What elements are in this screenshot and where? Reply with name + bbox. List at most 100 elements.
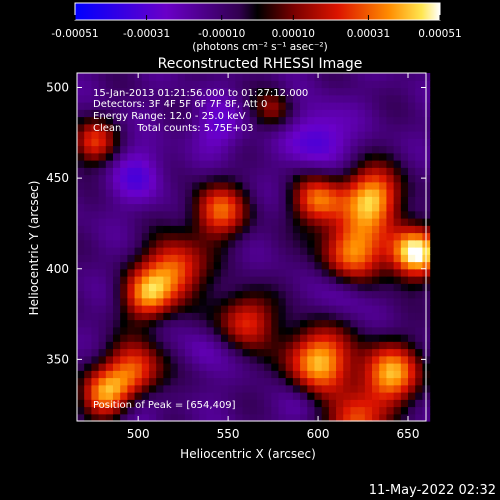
heatmap-cell [321, 247, 330, 255]
heatmap-cell [321, 167, 330, 176]
heatmap-cell [91, 80, 100, 89]
heatmap-cell [379, 399, 388, 408]
heatmap-cell [328, 312, 337, 321]
heatmap-cell [77, 152, 85, 161]
heatmap-cell [120, 196, 128, 205]
heatmap-cell [213, 312, 222, 321]
heatmap-cell [199, 363, 208, 371]
heatmap-cell [199, 232, 208, 241]
heatmap-cell [91, 297, 100, 306]
heatmap-cell [228, 363, 236, 371]
heatmap-cell [343, 355, 352, 364]
heatmap-cell [105, 247, 114, 255]
heatmap-cell [249, 218, 258, 226]
heatmap-cell [192, 268, 200, 277]
heatmap-cell [170, 80, 179, 89]
heatmap-cell [112, 145, 121, 154]
heatmap-cell [256, 218, 265, 226]
heatmap-cell [77, 210, 85, 219]
heatmap-cell [148, 384, 157, 393]
heatmap-cell [213, 160, 222, 168]
heatmap-cell [336, 218, 344, 226]
heatmap-cell [393, 225, 402, 234]
heatmap-cell [321, 225, 330, 234]
heatmap-cell [343, 174, 352, 183]
heatmap-cell [127, 384, 136, 393]
heatmap-cell [192, 239, 200, 248]
heatmap-cell [242, 399, 251, 408]
heatmap-cell [192, 392, 200, 400]
heatmap-cell [278, 392, 287, 400]
heatmap-cell [156, 196, 164, 205]
heatmap-cell [163, 348, 172, 357]
heatmap-cell [213, 109, 222, 118]
heatmap-cell [105, 87, 114, 96]
heatmap-cell [134, 189, 143, 197]
heatmap-cell [264, 232, 272, 241]
heatmap-cell [235, 210, 244, 219]
heatmap-cell [379, 152, 388, 161]
heatmap-cell [213, 73, 222, 81]
heatmap-cell [242, 363, 251, 371]
heatmap-cell [235, 123, 244, 132]
heatmap-cell [336, 384, 344, 393]
heatmap-cell [343, 399, 352, 408]
heatmap-cell [357, 73, 366, 81]
heatmap-cell [84, 297, 92, 306]
heatmap-cell [242, 254, 251, 263]
heatmap-cell [314, 276, 323, 284]
heatmap-cell [408, 334, 416, 342]
heatmap-cell [141, 225, 150, 234]
heatmap-cell [379, 348, 388, 357]
heatmap-cell [264, 181, 272, 190]
heatmap-cell [141, 160, 150, 168]
heatmap-cell [285, 384, 294, 393]
heatmap-cell [328, 109, 337, 118]
heatmap-cell [300, 232, 308, 241]
heatmap-cell [364, 370, 373, 379]
heatmap-cell [170, 261, 179, 270]
heatmap-cell [134, 123, 143, 132]
heatmap-cell [148, 131, 157, 139]
heatmap-cell [292, 392, 301, 400]
heatmap-cell [213, 297, 222, 306]
heatmap-cell [350, 232, 359, 241]
heatmap-cell [307, 239, 316, 248]
heatmap-cell [184, 196, 193, 205]
heatmap-cell [386, 254, 395, 263]
heatmap-cell [321, 80, 330, 89]
heatmap-cell [321, 131, 330, 139]
heatmap-cell [148, 189, 157, 197]
heatmap-cell [98, 341, 107, 350]
heatmap-cell [400, 413, 409, 422]
heatmap-cell [379, 377, 388, 386]
heatmap-cell [84, 160, 92, 168]
heatmap-cell [242, 145, 251, 154]
heatmap-cell [357, 232, 366, 241]
heatmap-cell [192, 203, 200, 212]
heatmap-cell [278, 384, 287, 393]
heatmap-cell [292, 334, 301, 342]
heatmap-cell [84, 341, 92, 350]
heatmap-cell [328, 225, 337, 234]
heatmap-cell [163, 384, 172, 393]
heatmap-cell [199, 283, 208, 292]
heatmap-cell [408, 225, 416, 234]
heatmap-cell [199, 225, 208, 234]
heatmap-cell [77, 370, 85, 379]
heatmap-cell [271, 225, 280, 234]
heatmap-cell [372, 348, 380, 357]
heatmap-cell [256, 174, 265, 183]
heatmap-cell [292, 87, 301, 96]
heatmap-cell [156, 167, 164, 176]
heatmap-cell [364, 283, 373, 292]
heatmap-cell [98, 363, 107, 371]
heatmap-cell [292, 218, 301, 226]
heatmap-cell [220, 94, 229, 103]
x-tick-label: 600 [307, 427, 330, 441]
heatmap-cell [134, 174, 143, 183]
heatmap-cell [343, 341, 352, 350]
heatmap-cell [278, 370, 287, 379]
heatmap-cell [163, 254, 172, 263]
heatmap-cell [213, 305, 222, 313]
